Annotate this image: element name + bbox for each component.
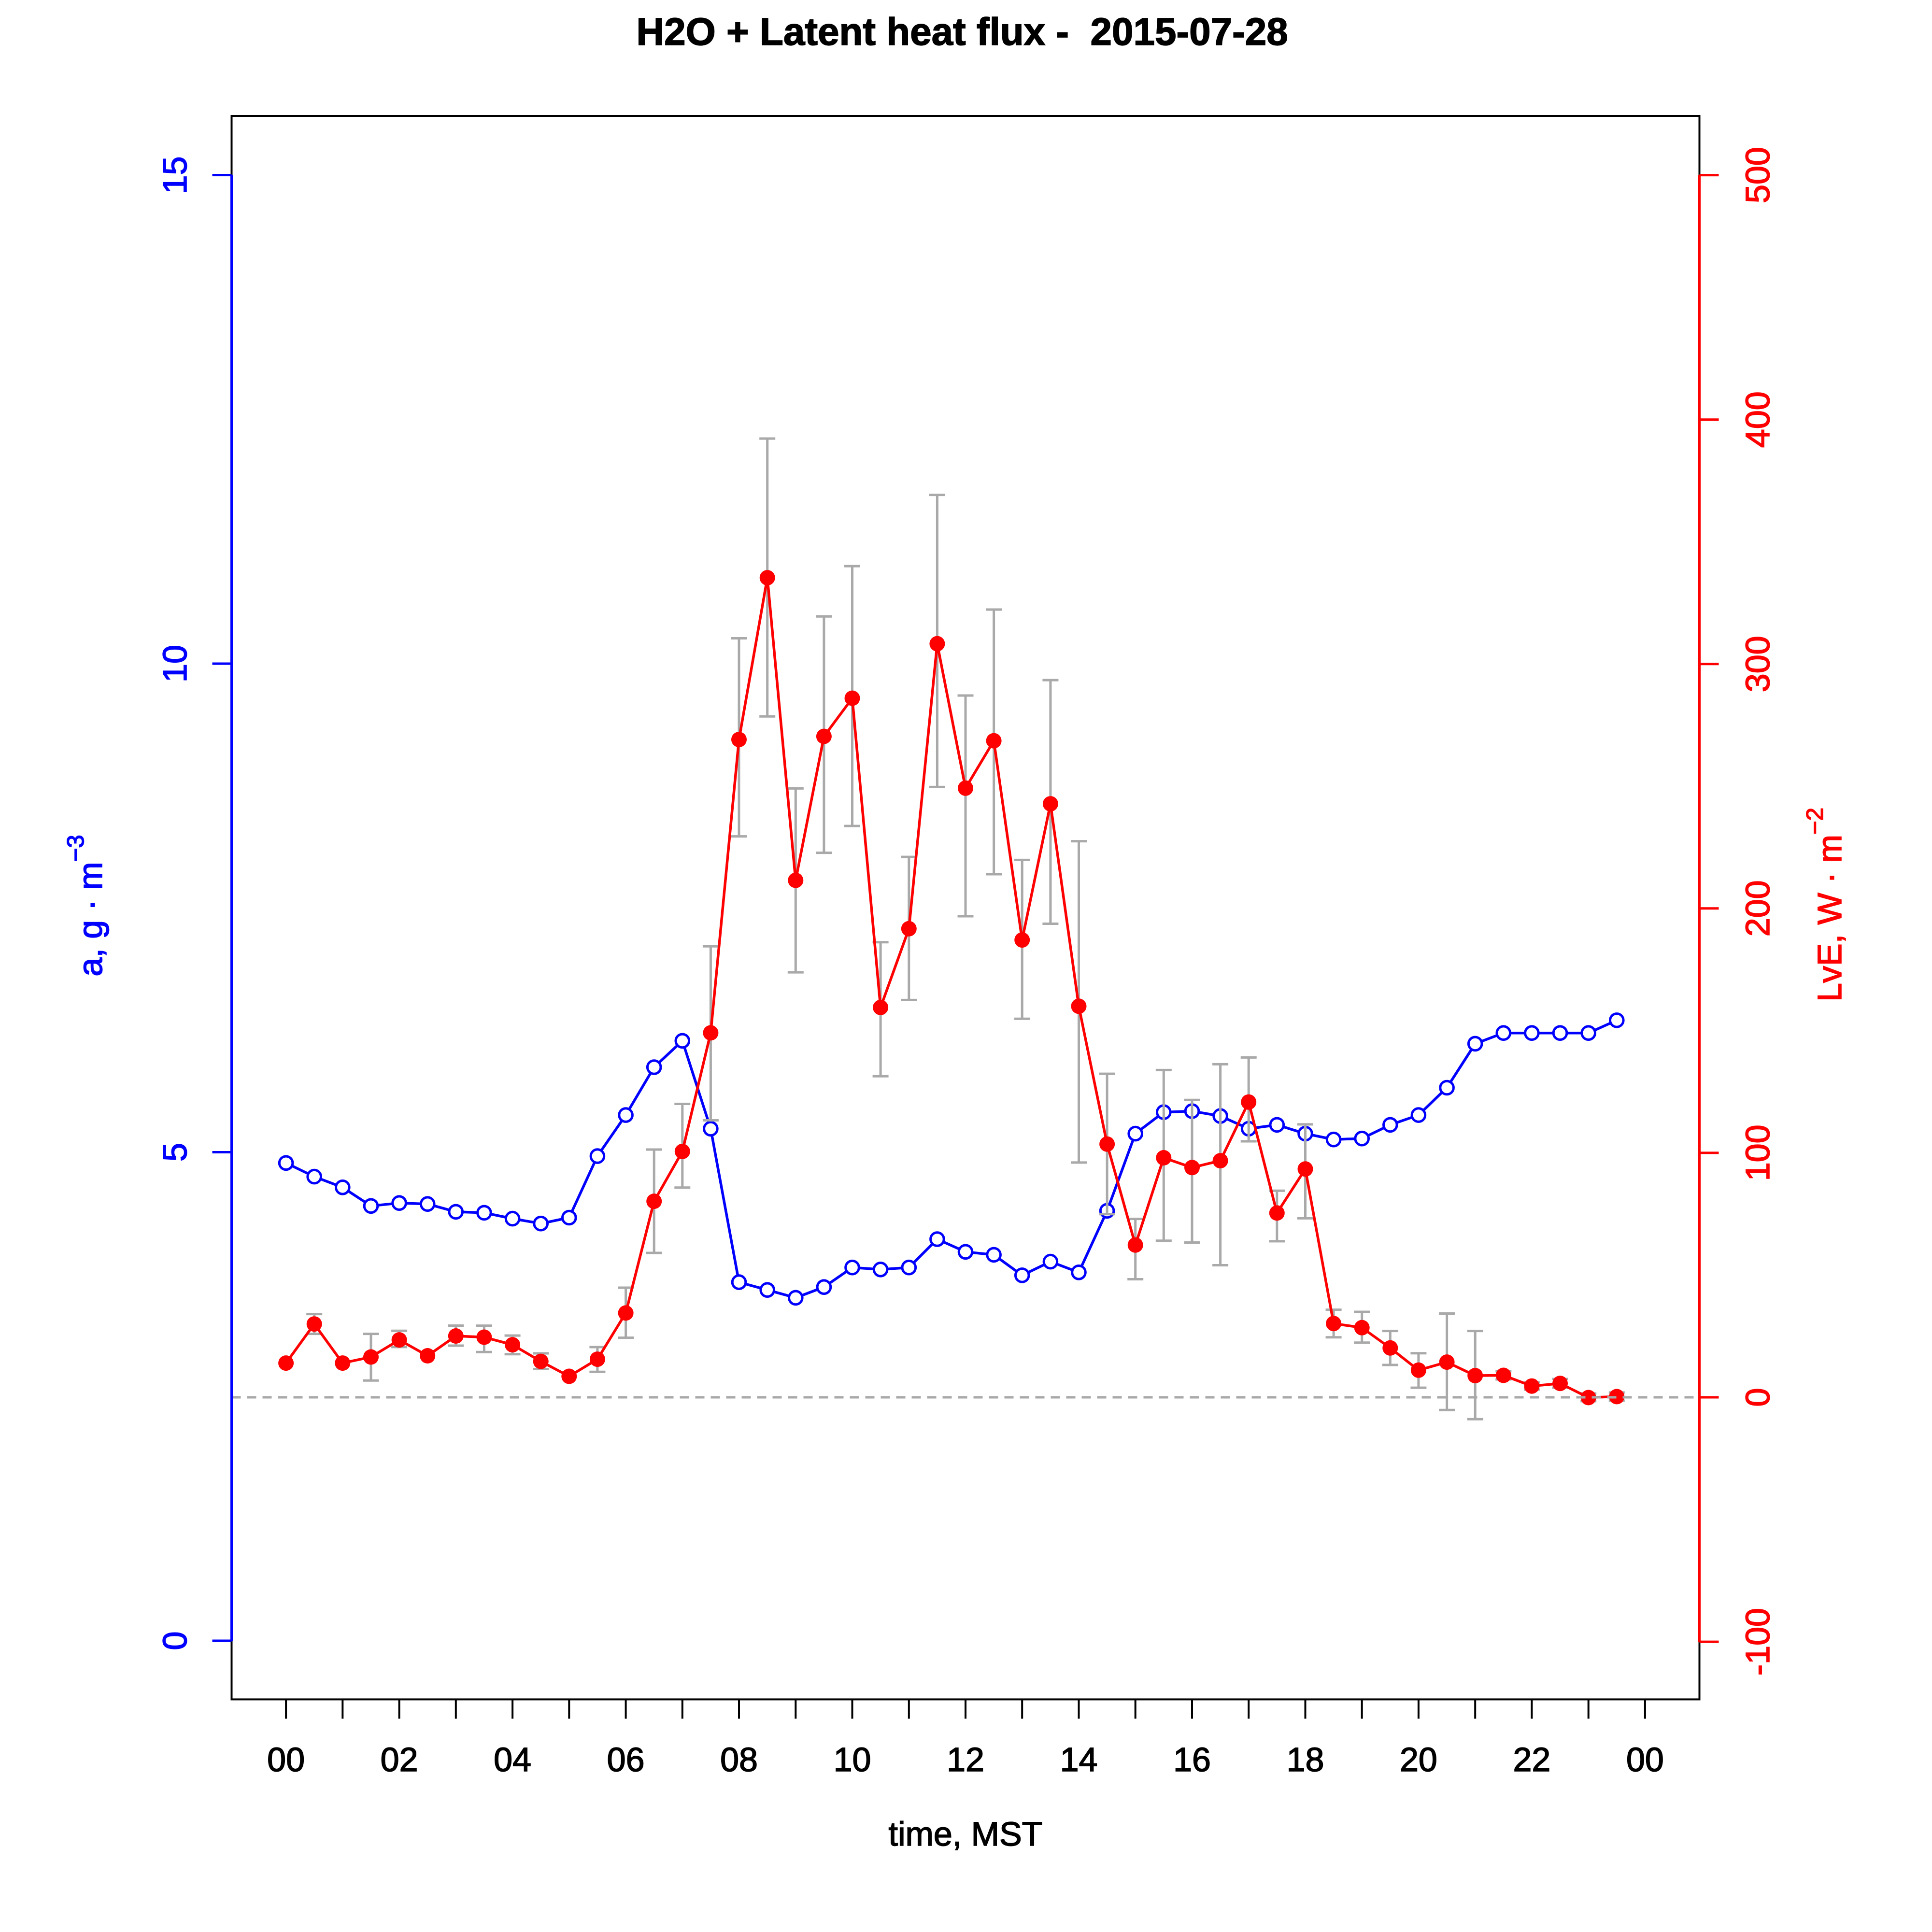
- svg-text:18: 18: [1287, 1741, 1324, 1778]
- svg-text:20: 20: [1400, 1741, 1437, 1778]
- svg-text:10: 10: [834, 1741, 871, 1778]
- svg-text:H2O + Latent heat flux - 2015: H2O + Latent heat flux - 2015-07-28: [636, 10, 1288, 53]
- svg-text:500: 500: [1739, 147, 1776, 203]
- svg-text:22: 22: [1513, 1741, 1550, 1778]
- svg-text:00: 00: [267, 1741, 305, 1778]
- svg-text:time, MST: time, MST: [889, 1815, 1043, 1853]
- svg-text:200: 200: [1739, 880, 1776, 937]
- svg-text:02: 02: [381, 1741, 418, 1778]
- svg-text:16: 16: [1173, 1741, 1211, 1778]
- svg-text:04: 04: [494, 1741, 531, 1778]
- svg-text:00: 00: [1626, 1741, 1664, 1778]
- svg-text:400: 400: [1739, 391, 1776, 448]
- svg-text:06: 06: [607, 1741, 645, 1778]
- svg-text:0: 0: [1739, 1388, 1776, 1407]
- svg-text:5: 5: [156, 1143, 194, 1162]
- svg-text:15: 15: [156, 156, 194, 194]
- svg-text:100: 100: [1739, 1125, 1776, 1181]
- svg-text:12: 12: [947, 1741, 984, 1778]
- svg-text:-100: -100: [1739, 1608, 1776, 1676]
- svg-text:14: 14: [1060, 1741, 1098, 1778]
- svg-text:0: 0: [156, 1632, 194, 1650]
- svg-text:300: 300: [1739, 636, 1776, 692]
- svg-text:08: 08: [720, 1741, 758, 1778]
- svg-text:10: 10: [156, 645, 194, 682]
